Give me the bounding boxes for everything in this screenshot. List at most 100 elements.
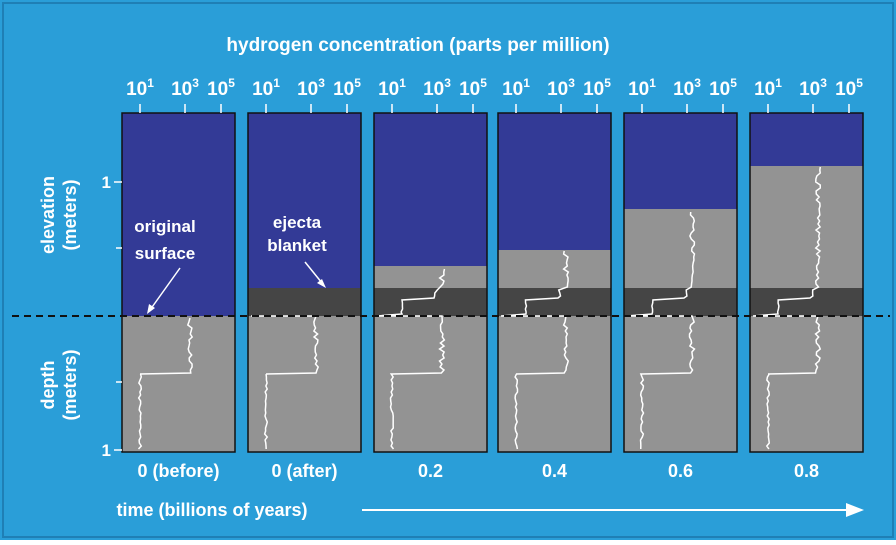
time-tick-label: 0 (before) — [137, 461, 219, 481]
tick-exponent: 3 — [568, 76, 575, 90]
tick-label: 101 — [628, 76, 656, 100]
time-tick-label: 0.8 — [794, 461, 819, 481]
tick-base: 10 — [252, 79, 273, 100]
depth-tick: 1 — [102, 441, 111, 460]
ejecta-layer — [248, 288, 361, 316]
tick-label: 103 — [799, 76, 827, 100]
tick-base: 10 — [583, 79, 604, 100]
tick-label: 105 — [709, 76, 737, 100]
annotation-original: original surface — [134, 217, 196, 314]
hydrogen-profile — [752, 166, 822, 450]
ejecta-layer — [624, 288, 737, 316]
panel-border — [623, 112, 738, 453]
tick-base: 10 — [709, 79, 730, 100]
arrow-head — [317, 279, 326, 288]
tick-base: 10 — [502, 79, 523, 100]
tick-base: 10 — [628, 79, 649, 100]
hydrogen-profile — [251, 315, 320, 450]
tick-exponent: 1 — [775, 76, 782, 90]
tick-exponent: 1 — [147, 76, 154, 90]
ejecta-layer — [498, 288, 611, 316]
time-tick-label: 0.6 — [668, 461, 693, 481]
annotation-ejecta: ejecta blanket — [267, 213, 327, 288]
tick-exponent: 5 — [856, 76, 863, 90]
tick-base: 10 — [297, 79, 318, 100]
ejecta-layer — [750, 288, 863, 316]
tick-exponent: 3 — [192, 76, 199, 90]
time-tick-label: 0.4 — [542, 461, 567, 481]
panel-border — [373, 112, 488, 453]
panel-border — [247, 112, 362, 453]
annotation: surface — [135, 244, 195, 263]
tick-exponent: 1 — [399, 76, 406, 90]
panel-border — [497, 112, 612, 453]
tick-base: 10 — [799, 79, 820, 100]
regolith-layer — [498, 250, 611, 288]
tick-base: 10 — [459, 79, 480, 100]
tick-exponent: 1 — [649, 76, 656, 90]
tick-label: 101 — [502, 76, 530, 100]
ejecta-layer — [374, 288, 487, 316]
tick-label: 103 — [297, 76, 325, 100]
tick-base: 10 — [126, 79, 147, 100]
tick-exponent: 3 — [694, 76, 701, 90]
tick-exponent: 1 — [273, 76, 280, 90]
tick-base: 10 — [835, 79, 856, 100]
tick-base: 10 — [754, 79, 775, 100]
elevation-tick: 1 — [102, 173, 111, 192]
hydrogen-profile — [626, 211, 696, 450]
tick-exponent: 5 — [604, 76, 611, 90]
time-arrow-head — [846, 503, 864, 517]
tick-base: 10 — [673, 79, 694, 100]
tick-base: 10 — [171, 79, 192, 100]
tick-base: 10 — [378, 79, 399, 100]
tick-exponent: 3 — [318, 76, 325, 90]
tick-base: 10 — [333, 79, 354, 100]
panel-border — [121, 112, 236, 453]
tick-label: 105 — [333, 76, 361, 100]
elevation-label: elevation — [38, 176, 58, 254]
annotation: original — [134, 217, 195, 236]
hydrogen-profile — [376, 268, 446, 450]
hydrogen-profile — [137, 317, 194, 450]
hydrogen-profile — [500, 250, 570, 450]
tick-label: 103 — [673, 76, 701, 100]
tick-exponent: 3 — [820, 76, 827, 90]
subsurface — [498, 316, 611, 452]
tick-label: 101 — [378, 76, 406, 100]
axis-title: hydrogen concentration (parts per millio… — [226, 35, 609, 56]
frame — [2, 2, 894, 538]
annotation: ejecta — [273, 213, 322, 232]
subsurface — [624, 316, 737, 452]
time-label: time (billions of years) — [116, 500, 307, 520]
tick-base: 10 — [207, 79, 228, 100]
tick-exponent: 1 — [523, 76, 530, 90]
tick-exponent: 3 — [444, 76, 451, 90]
time-tick-label: 0 (after) — [271, 461, 337, 481]
tick-base: 10 — [423, 79, 444, 100]
tick-exponent: 5 — [480, 76, 487, 90]
tick-exponent: 5 — [730, 76, 737, 90]
tick-label: 101 — [126, 76, 154, 100]
regolith-layer — [750, 166, 863, 288]
tick-label: 103 — [547, 76, 575, 100]
tick-label: 103 — [171, 76, 199, 100]
tick-label: 101 — [252, 76, 280, 100]
tick-label: 105 — [835, 76, 863, 100]
depth-label: depth — [38, 361, 58, 410]
subsurface — [750, 316, 863, 452]
regolith-layer — [374, 266, 487, 288]
annotation: blanket — [267, 236, 327, 255]
arrow — [304, 261, 323, 284]
regolith-layer — [624, 209, 737, 288]
tick-base: 10 — [547, 79, 568, 100]
tick-label: 101 — [754, 76, 782, 100]
panel-border — [749, 112, 864, 453]
tick-label: 105 — [583, 76, 611, 100]
tick-label: 105 — [207, 76, 235, 100]
tick-label: 105 — [459, 76, 487, 100]
arrow — [149, 267, 181, 311]
time-tick-label: 0.2 — [418, 461, 443, 481]
